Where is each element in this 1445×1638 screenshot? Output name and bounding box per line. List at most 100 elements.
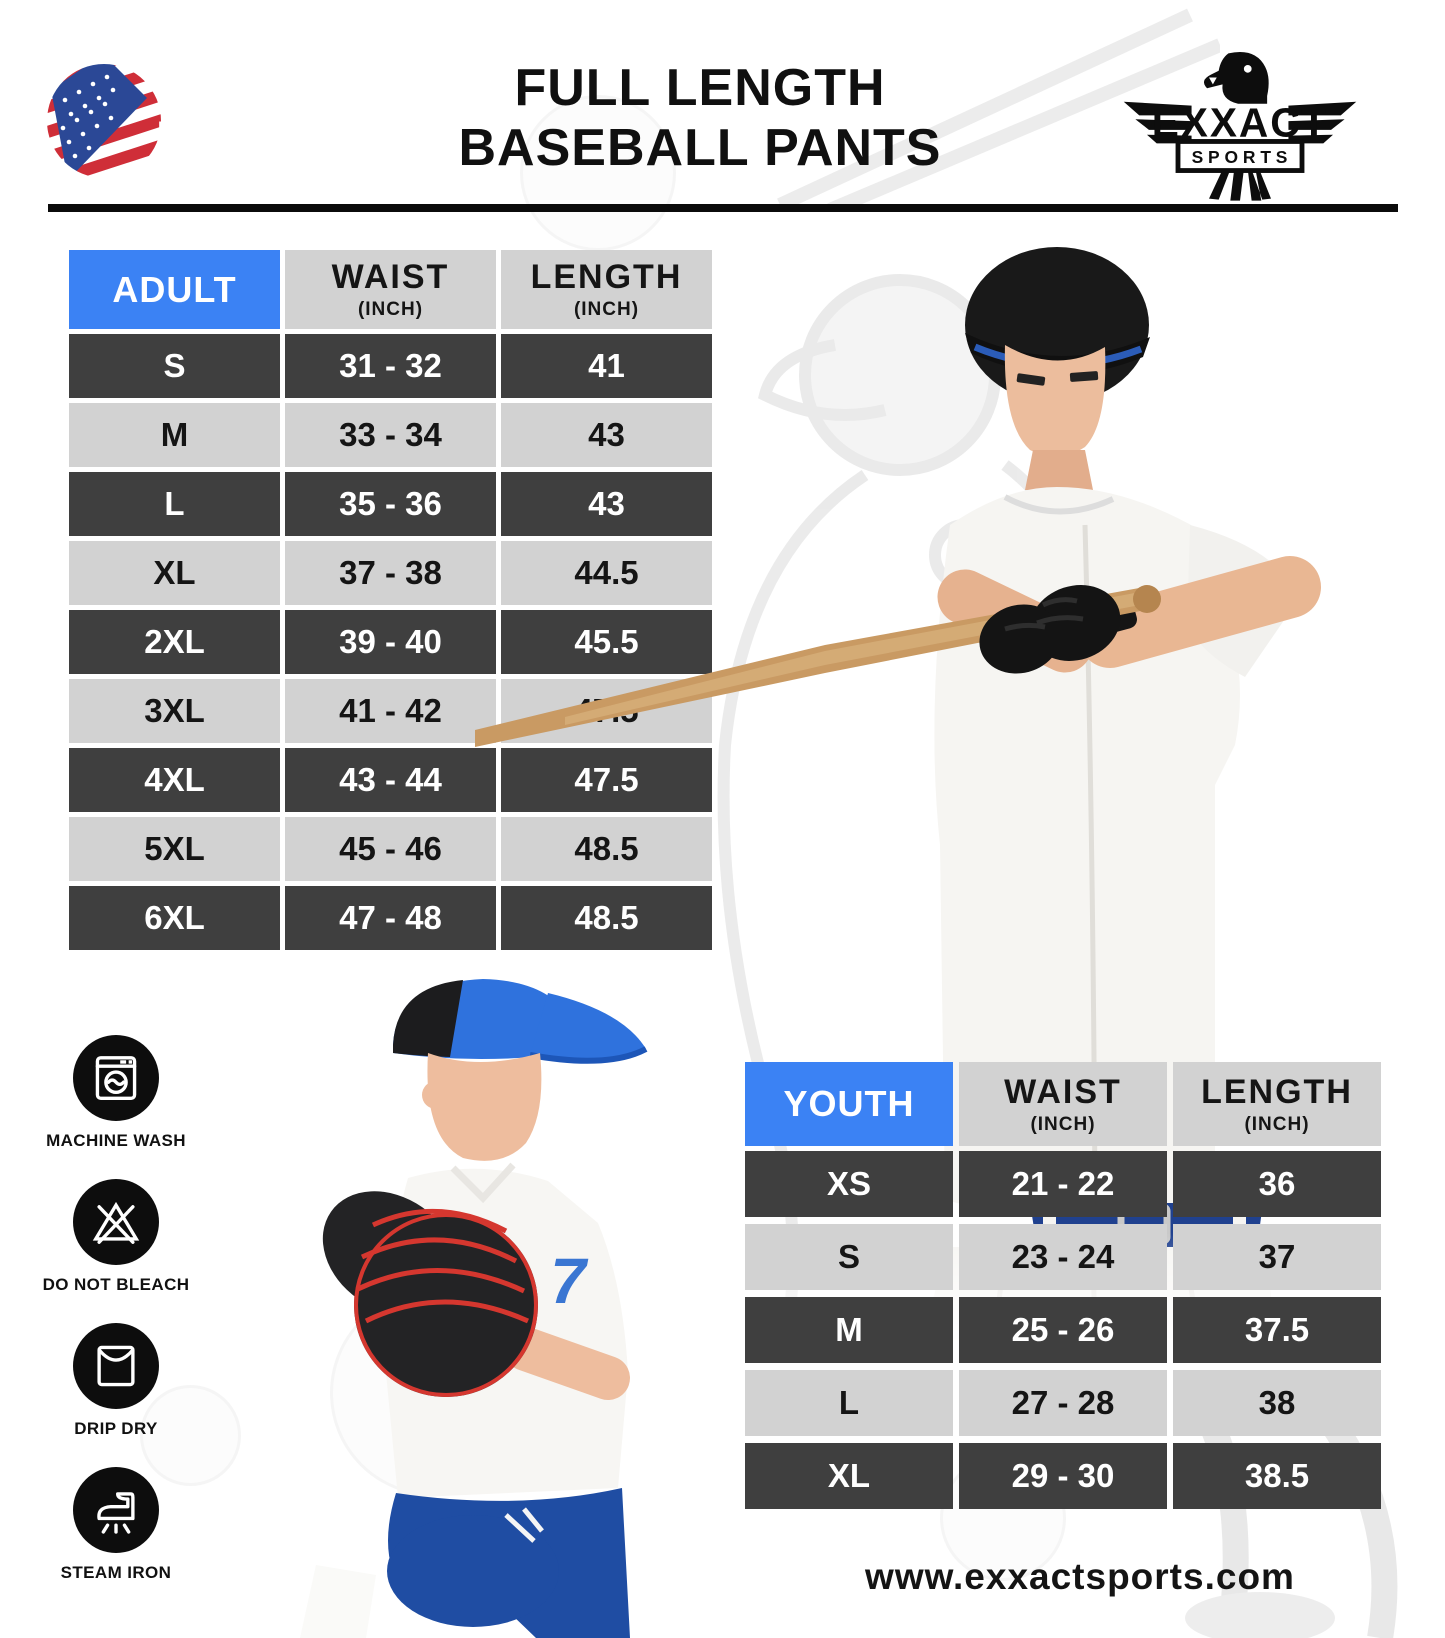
waist-cell: 39 - 40 — [285, 610, 496, 674]
size-cell: XL — [69, 541, 280, 605]
waist-cell: 41 - 42 — [285, 679, 496, 743]
flag-stars — [60, 74, 116, 159]
size-cell: M — [69, 403, 280, 467]
table-row: 3XL 41 - 42 47.5 — [69, 679, 712, 743]
designed-in-usa-badge: DESIGNED IN USA ★ ★ ★ — [45, 58, 295, 183]
size-cell: 4XL — [69, 748, 280, 812]
svg-text:★: ★ — [267, 93, 280, 111]
waist-cell: 25 - 26 — [959, 1297, 1167, 1363]
youth-size-table: YOUTH WAIST (INCH) LENGTH (INCH) XS 21 -… — [745, 1062, 1381, 1516]
steam-iron-icon — [73, 1467, 159, 1553]
adult-size-table: ADULT WAIST (INCH) LENGTH (INCH) S 31 - … — [69, 250, 712, 955]
table-row: L 35 - 36 43 — [69, 472, 712, 536]
care-item-drip-dry: DRIP DRY — [40, 1323, 192, 1439]
youth-waist-header: WAIST (INCH) — [959, 1062, 1167, 1146]
care-label: MACHINE WASH — [46, 1131, 186, 1150]
size-cell: 6XL — [69, 886, 280, 950]
adult-category-header: ADULT — [69, 250, 280, 329]
size-cell: 3XL — [69, 679, 280, 743]
size-cell: 2XL — [69, 610, 280, 674]
table-row: XL 37 - 38 44.5 — [69, 541, 712, 605]
do-not-bleach-icon — [73, 1179, 159, 1265]
badge-designed-in-text: DESIGNED IN — [158, 97, 263, 113]
header-divider — [48, 204, 1398, 212]
youth-length-header: LENGTH (INCH) — [1173, 1062, 1381, 1146]
badge-stars: ★ ★ ★ — [267, 93, 282, 153]
care-label: DRIP DRY — [74, 1419, 158, 1438]
length-cell: 44.5 — [501, 541, 712, 605]
waist-cell: 43 - 44 — [285, 748, 496, 812]
size-cell: M — [745, 1297, 953, 1363]
title-line1: FULL LENGTH — [514, 59, 886, 117]
size-cell: S — [69, 334, 280, 398]
waist-cell: 47 - 48 — [285, 886, 496, 950]
length-cell: 37.5 — [1173, 1297, 1381, 1363]
drip-dry-icon — [73, 1323, 159, 1409]
size-cell: 5XL — [69, 817, 280, 881]
length-cell: 48.5 — [501, 817, 712, 881]
table-row: 2XL 39 - 40 45.5 — [69, 610, 712, 674]
jersey-number: 7 — [550, 1245, 589, 1317]
size-cell: L — [745, 1370, 953, 1436]
waist-cell: 21 - 22 — [959, 1151, 1167, 1217]
table-row: M 33 - 34 43 — [69, 403, 712, 467]
adult-table-header: ADULT WAIST (INCH) LENGTH (INCH) — [69, 250, 712, 329]
table-row: L 27 - 28 38 — [745, 1370, 1381, 1436]
badge-usa-text: USA — [156, 111, 261, 164]
table-row: 5XL 45 - 46 48.5 — [69, 817, 712, 881]
background-sketch-bat — [777, 8, 1220, 210]
svg-text:★: ★ — [267, 135, 280, 153]
svg-text:★: ★ — [269, 114, 282, 132]
size-cell: L — [69, 472, 280, 536]
table-row: 4XL 43 - 44 47.5 — [69, 748, 712, 812]
page-title: FULL LENGTH BASEBALL PANTS — [390, 58, 1010, 179]
length-cell: 38.5 — [1173, 1443, 1381, 1509]
waist-cell: 31 - 32 — [285, 334, 496, 398]
baseball-glove-icon — [322, 1191, 538, 1397]
waist-cell: 45 - 46 — [285, 817, 496, 881]
length-cell: 43 — [501, 403, 712, 467]
care-item-steam-iron: STEAM IRON — [40, 1467, 192, 1583]
table-row: XS 21 - 22 36 — [745, 1151, 1381, 1217]
youth-category-header: YOUTH — [745, 1062, 953, 1146]
length-cell: 47.5 — [501, 748, 712, 812]
length-cell: 45.5 — [501, 610, 712, 674]
table-row: M 25 - 26 37.5 — [745, 1297, 1381, 1363]
size-cell: XS — [745, 1151, 953, 1217]
kid-figure: 7 — [300, 979, 648, 1638]
machine-wash-icon — [73, 1035, 159, 1121]
length-cell: 43 — [501, 472, 712, 536]
youth-table-header: YOUTH WAIST (INCH) LENGTH (INCH) — [745, 1062, 1381, 1146]
length-cell: 47.5 — [501, 679, 712, 743]
care-item-machine-wash: MACHINE WASH — [40, 1035, 192, 1151]
exxact-sports-logo: EXXACT SPORTS — [1123, 51, 1357, 201]
care-label: DO NOT BLEACH — [42, 1275, 190, 1294]
waist-cell: 33 - 34 — [285, 403, 496, 467]
care-item-do-not-bleach: DO NOT BLEACH — [40, 1179, 192, 1295]
table-row: XL 29 - 30 38.5 — [745, 1443, 1381, 1509]
table-row: S 31 - 32 41 — [69, 334, 712, 398]
table-row: 6XL 47 - 48 48.5 — [69, 886, 712, 950]
length-cell: 48.5 — [501, 886, 712, 950]
length-cell: 37 — [1173, 1224, 1381, 1290]
length-cell: 36 — [1173, 1151, 1381, 1217]
title-line2: BASEBALL PANTS — [458, 119, 942, 178]
adult-length-header: LENGTH (INCH) — [501, 250, 712, 329]
waist-cell: 27 - 28 — [959, 1370, 1167, 1436]
care-label: STEAM IRON — [60, 1563, 172, 1582]
waist-cell: 23 - 24 — [959, 1224, 1167, 1290]
eagle-head-icon — [1203, 51, 1269, 104]
background-baseball — [140, 1385, 241, 1486]
waist-cell: 37 - 38 — [285, 541, 496, 605]
waist-cell: 35 - 36 — [285, 472, 496, 536]
adult-waist-header: WAIST (INCH) — [285, 250, 496, 329]
length-cell: 41 — [501, 334, 712, 398]
waist-cell: 29 - 30 — [959, 1443, 1167, 1509]
website-url: www.exxactsports.com — [865, 1556, 1295, 1597]
size-cell: XL — [745, 1443, 953, 1509]
logo-name-text: EXXACT — [1152, 100, 1329, 146]
background-baseball — [520, 95, 676, 251]
table-row: S 23 - 24 37 — [745, 1224, 1381, 1290]
youth-player-photo: 7 — [300, 979, 648, 1638]
